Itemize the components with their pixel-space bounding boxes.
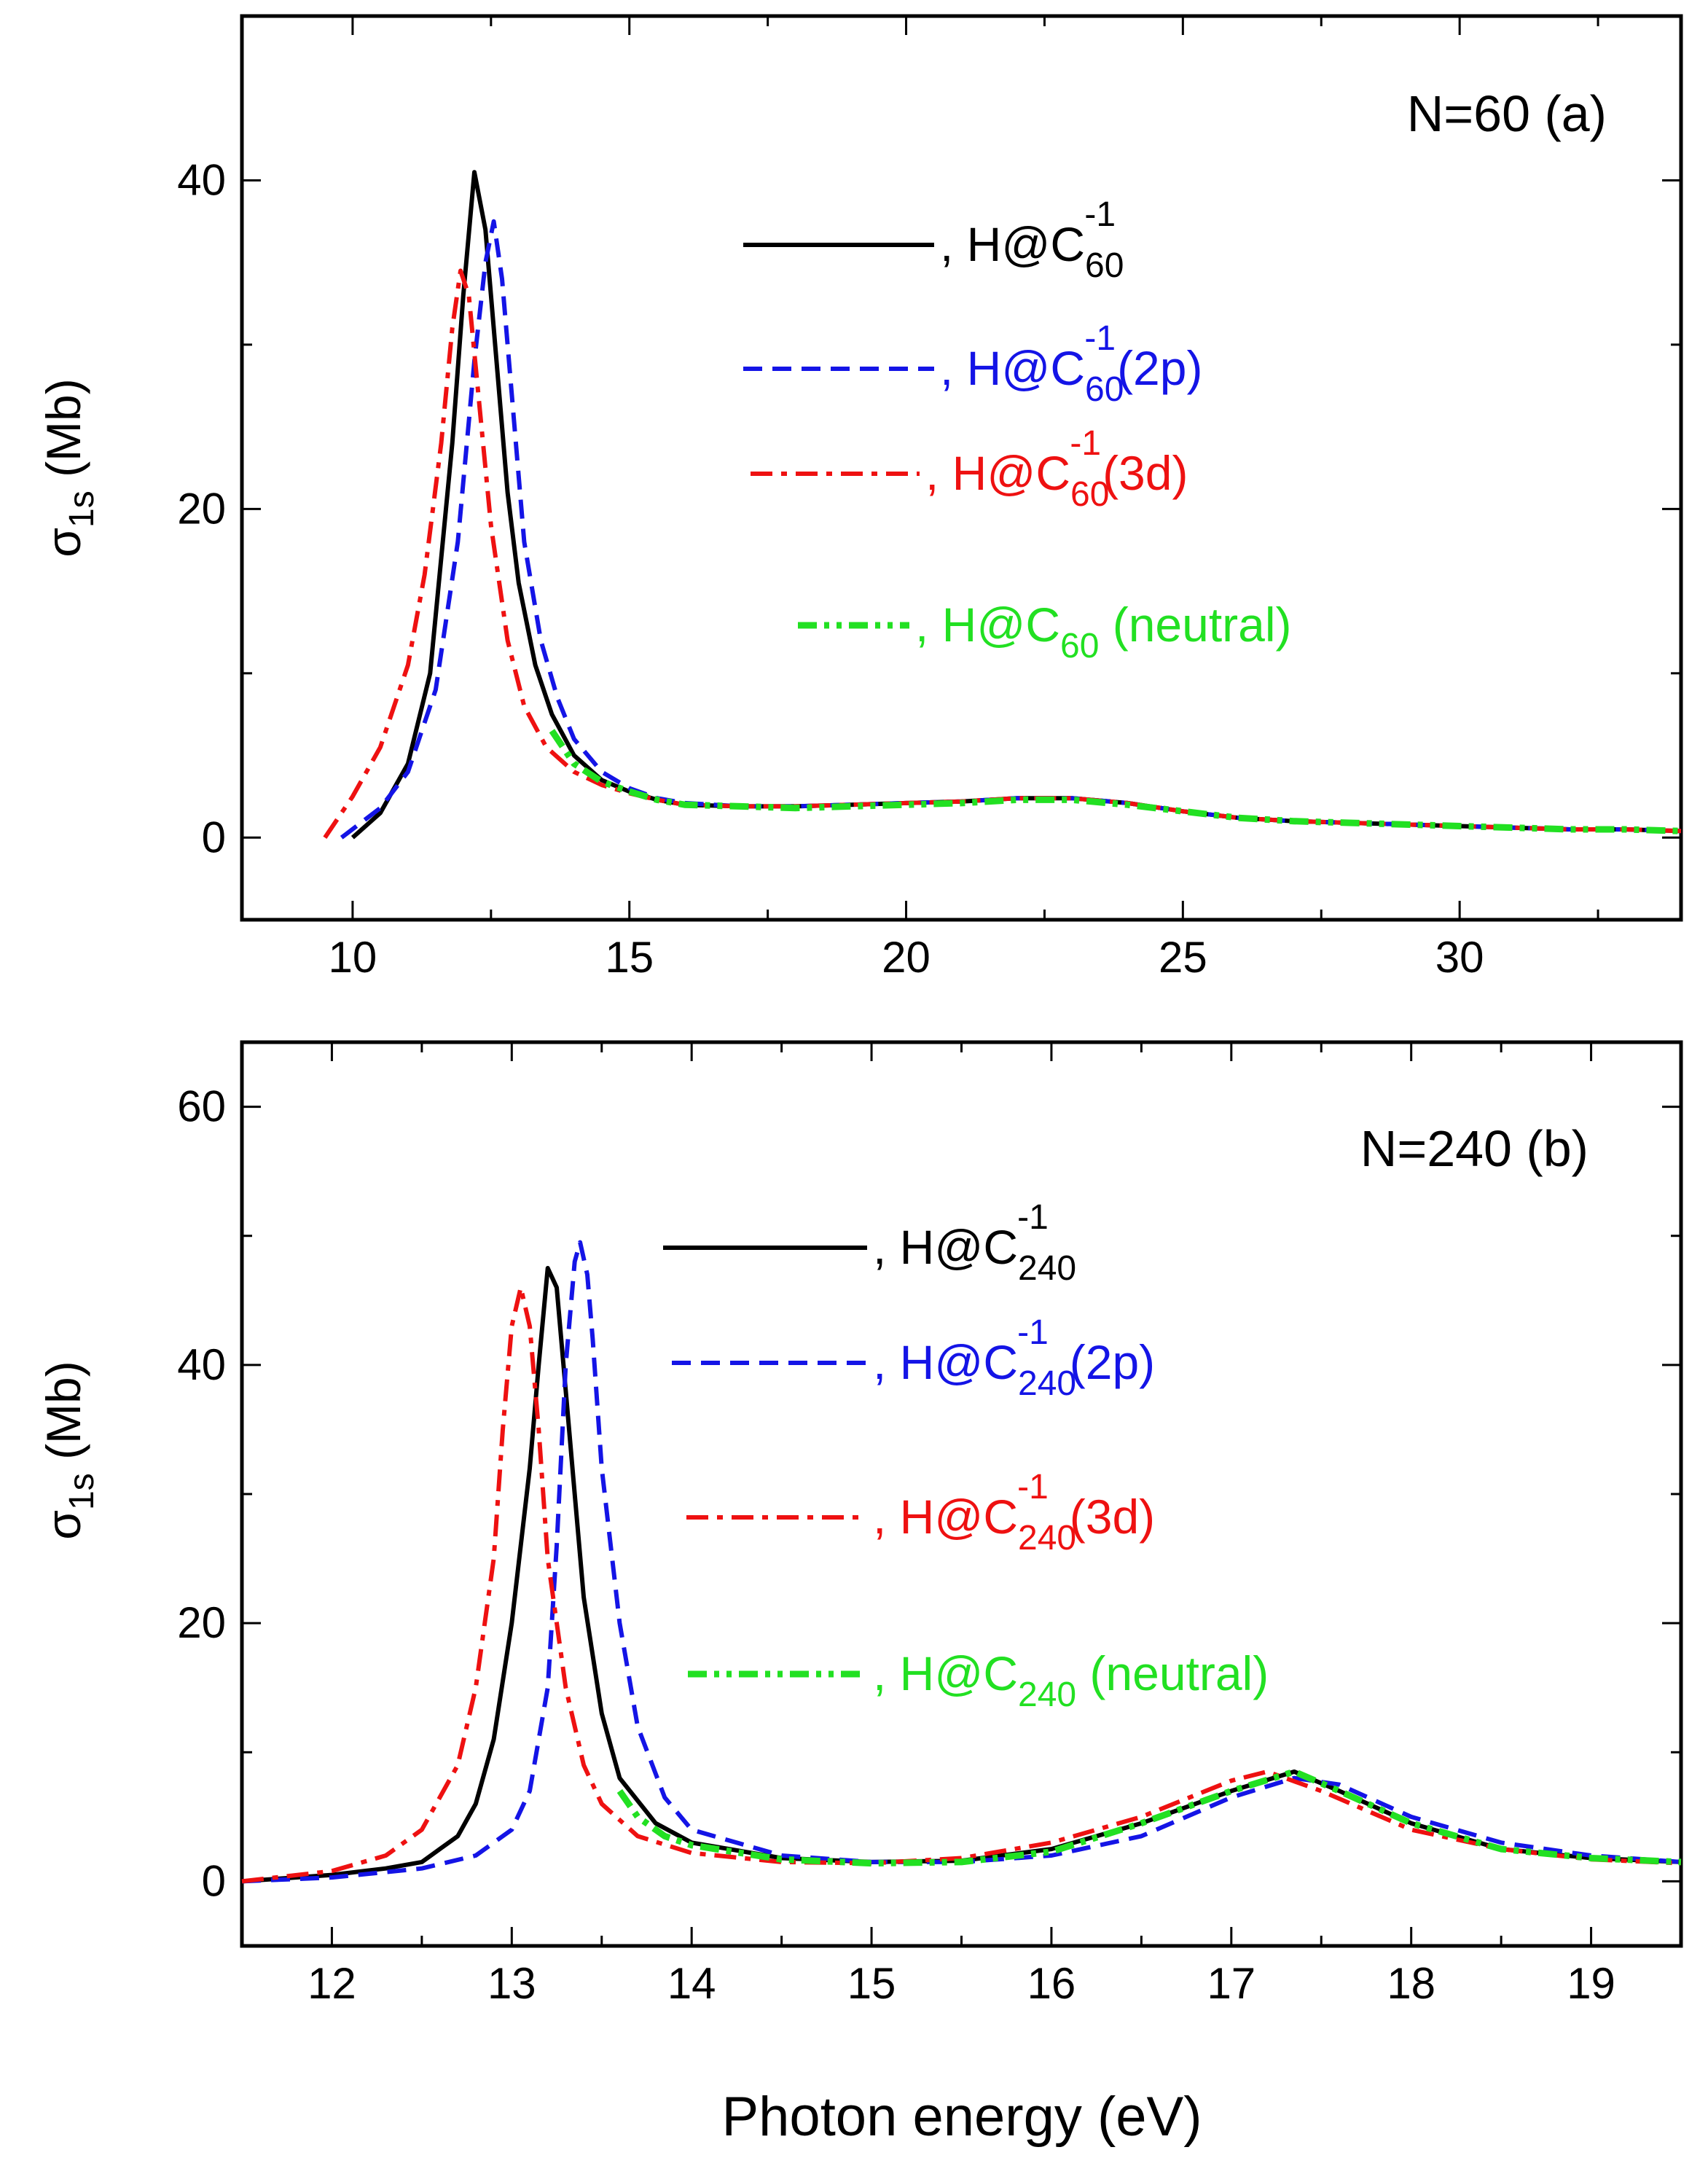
legend-subscript: 240 [1018,1519,1076,1557]
panel-a-legend-entry-1: , H@C60 -1 [940,195,1124,285]
panel-b-legend-entry-3: , H@C240 -1 (3d) [873,1468,1155,1557]
panel-a-ylabel-symbol: σ [36,528,90,558]
panel-b-ylabel-symbol: σ [36,1510,90,1540]
legend-text: , H@C [873,1646,1018,1700]
panel-a-y-tick-label: 40 [177,155,226,204]
legend-text: , H@C [873,1490,1018,1544]
panel-b-series-line-4 [616,1768,1682,1867]
panel-a-y-tick-label: 0 [202,813,226,861]
panel-b-x-tick-label: 19 [1567,1959,1615,2008]
panel-a-y-tick-label: 20 [177,484,226,533]
svg-text:σ1s (Mb): σ1s (Mb) [36,378,101,557]
panel-a-ylabel: σ1s (Mb) [36,378,101,557]
legend-subscript: 240 [1018,1676,1076,1714]
legend-text: , H@C [940,217,1085,271]
panel-b-legend: , H@C240-1, H@C240-1(2p), H@C240-1(3d), … [663,1198,1269,1714]
panel-b-y-tick-label: 60 [177,1082,226,1131]
panel-b-ylabel: σ1s (Mb) [36,1361,101,1539]
legend-superscript: -1 [1017,1313,1049,1352]
panel-b-x-tick-label: 14 [667,1959,716,2008]
legend-text: , H@C [873,1335,1018,1389]
legend-suffix: (3d) [1070,1490,1155,1544]
legend-text: , H@C [940,341,1085,395]
panel-b-series-line-1 [241,1266,1682,1884]
panel-a-ticks: 10 15 20 25 30 0 20 40 [177,15,1681,982]
legend-suffix: (2p) [1070,1335,1155,1389]
panel-b-x-tick-label: 16 [1027,1959,1076,2008]
panel-a-frame [240,14,1683,922]
legend-text: , H@C [925,446,1070,500]
panel-b-legend-entry-1: , H@C240 -1 [873,1198,1076,1288]
legend-suffix: (neutral) [1099,598,1291,652]
legend-superscript: -1 [1017,1198,1049,1237]
panel-a-curves [323,170,1682,840]
svg-text:σ1s (Mb): σ1s (Mb) [36,1361,101,1539]
legend-subscript: 60 [1070,475,1109,514]
legend-superscript: -1 [1070,424,1101,463]
legend-subscript: 60 [1060,627,1099,665]
panel-b-y-tick-label: 0 [202,1856,226,1905]
panel-b-label: N=240 (b) [1360,1120,1588,1177]
panel-b-x-tick-label: 17 [1207,1959,1255,2008]
panel-a-x-tick-label: 20 [882,933,931,982]
panel-b-x-tick-label: 13 [487,1959,536,2008]
panel-b-ylabel-unit: (Mb) [36,1361,90,1473]
legend-subscript: 60 [1085,370,1124,409]
panel-b-x-tick-label: 12 [307,1959,356,2008]
x-axis-label: Photon energy (eV) [721,2086,1202,2148]
panel-a-ylabel-subscript: 1s [63,490,101,528]
panel-a-legend-entry-2: , H@C60 -1(2p) [940,319,1202,409]
panel-a-legend-entry-4: , H@C60 (neutral) [915,598,1292,665]
panel-b-y-tick-label: 40 [177,1340,226,1389]
legend-subscript: 240 [1018,1249,1076,1288]
panel-a-x-tick-label: 25 [1159,933,1207,982]
panel-b-legend-entry-2: , H@C240 -1 (2p) [873,1313,1155,1403]
panel-a-x-tick-label: 30 [1435,933,1484,982]
legend-suffix: (2p) [1117,341,1202,395]
legend-superscript: -1 [1084,195,1116,234]
panel-a-legend: , H@C60-1, H@C60-1(2p), H@C60-1(3d), H@C… [743,195,1292,665]
panel-a-series-line-4 [549,729,1682,834]
legend-suffix: (neutral) [1076,1646,1269,1700]
legend-superscript: -1 [1017,1468,1049,1506]
legend-suffix: (3d) [1102,446,1188,500]
panel-a-label: N=60 (a) [1407,85,1607,142]
legend-subscript: 240 [1018,1364,1076,1403]
panel-a-x-tick-label: 10 [329,933,377,982]
panel-b-x-tick-label: 15 [847,1959,896,2008]
panel-b-ylabel-subscript: 1s [63,1473,101,1510]
panel-a-legend-entry-3: , H@C60 -1(3d) [925,424,1188,514]
legend-superscript: -1 [1084,319,1116,358]
panel-b-x-tick-label: 18 [1387,1959,1435,2008]
legend-text: , H@C [915,598,1060,652]
legend-subscript: 60 [1085,246,1124,285]
panel-b-legend-entry-4: , H@C240 (neutral) [873,1646,1269,1714]
legend-text: , H@C [873,1220,1018,1274]
panel-b-series-line-2 [241,1240,1682,1884]
panel-b-curves [241,1240,1682,1884]
panel-a-x-tick-label: 15 [605,933,654,982]
panel-b-y-tick-label: 20 [177,1598,226,1647]
panel-a-ylabel-unit: (Mb) [36,378,90,490]
